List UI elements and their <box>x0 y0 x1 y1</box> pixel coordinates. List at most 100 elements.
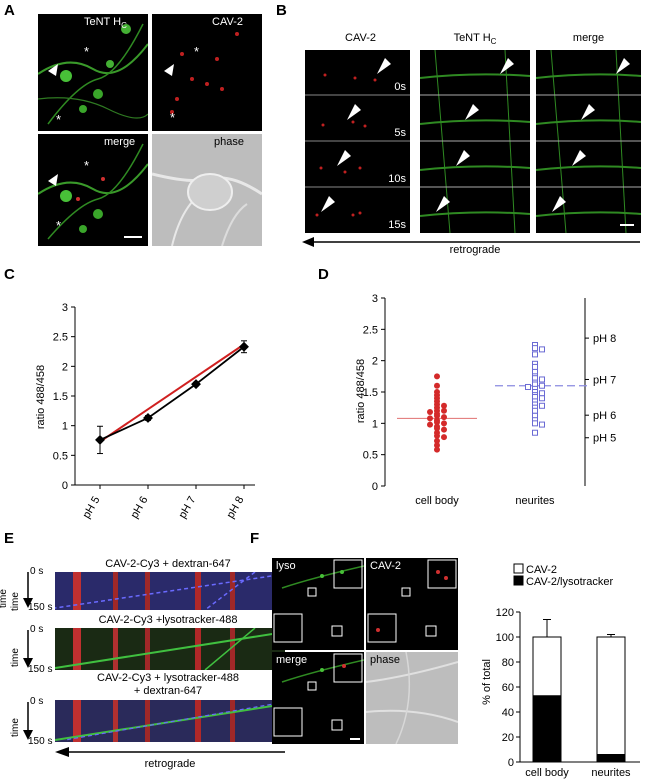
panelA-merge-image: * * merge <box>38 134 148 246</box>
panelD-point-neurites <box>532 345 538 352</box>
panelE-kymo-2 <box>55 628 285 670</box>
panelD-point-neurites <box>539 402 545 409</box>
panelC-xtick-label: pH 5 <box>81 495 103 521</box>
panelC-xtick-label: pH 6 <box>129 495 151 521</box>
panelF-phase-label: phase <box>370 654 400 666</box>
panelF-ytick-label: 120 <box>496 607 514 619</box>
panelE-retrograde-label: retrograde <box>144 758 196 770</box>
tenthc-timelapse <box>420 50 530 233</box>
panelD-point-neurites <box>539 346 545 353</box>
panelB-time-0: 0s <box>394 81 406 93</box>
panelA-tenthc-image: * * TeNT HC <box>38 14 148 131</box>
panelD-right-tick-label: pH 7 <box>593 374 616 386</box>
panelD-point-neurites <box>539 421 545 428</box>
panelD-point-cellbody <box>441 434 447 441</box>
panelC-point <box>143 413 153 423</box>
panelE-time-label-3: time <box>9 648 21 667</box>
panelC-ytick-label: 1.5 <box>53 391 68 403</box>
panelD-point-cellbody <box>441 414 447 421</box>
panelD-point-cellbody <box>441 402 447 409</box>
panelD-point-cellbody <box>427 409 433 416</box>
panelE-t1-1: 150 s <box>28 602 53 613</box>
panelF-bar-cav2 <box>596 636 626 755</box>
panelA-phase-image: phase <box>152 134 262 246</box>
phase-f-texture <box>366 652 458 744</box>
panelE-time-label-2: time <box>9 592 21 611</box>
green-neurite-texture: ** <box>38 23 148 127</box>
svg-text:*: * <box>170 110 175 125</box>
panelE-t0-3: 0 s <box>30 696 44 707</box>
merge-texture: ** <box>38 143 148 240</box>
panelD-ytick-label: 2 <box>372 356 378 368</box>
panel-label-a: A <box>4 2 15 19</box>
kymo-1-texture <box>55 572 285 610</box>
panelD-ytick-label: 2.5 <box>363 324 378 336</box>
panelB-tenthc-column <box>420 50 530 233</box>
panelD-right-tick-label: pH 8 <box>593 333 616 345</box>
panelC-point <box>239 341 249 352</box>
panelE-kymo-1 <box>55 572 285 610</box>
panelC-ytick-label: 2.5 <box>53 332 68 344</box>
panelF-ytick-label: 20 <box>502 732 514 744</box>
panelE-title-2: CAV-2-Cy3 +lysotracker-488 <box>98 614 238 626</box>
panelC-fit-line <box>99 343 245 443</box>
panelD-point-neurites <box>539 382 545 389</box>
cav2-f-texture <box>367 559 457 643</box>
lyso-texture <box>273 559 364 643</box>
panelD-point-cellbody <box>427 421 433 428</box>
panelF-legend-swatch <box>513 563 524 574</box>
panelD-point-neurites <box>532 429 538 436</box>
merge-f-texture <box>273 653 364 740</box>
svg-text:*: * <box>56 218 61 233</box>
panelD-point-neurites <box>532 407 538 414</box>
panelB-col-header-cav2: CAV-2 <box>345 32 376 44</box>
panelD-ytick-label: 0.5 <box>363 450 378 462</box>
panelF-category-label: cell body <box>525 767 569 779</box>
panelD-ytick-label: 3 <box>372 293 378 305</box>
panelD-point-neurites <box>525 383 531 390</box>
svg-text:*: * <box>56 112 61 127</box>
panelD-point-neurites <box>532 420 538 427</box>
panelD-point-neurites <box>532 363 538 370</box>
panelD-point-cellbody <box>441 426 447 433</box>
panelE-retrograde-arrow <box>55 747 285 757</box>
panelC-chart: ratio 488/458 0 0.5 1 1.5 2 2.5 3 pH 5 pH 6 pH 7 p… <box>35 302 255 521</box>
panelB-time-1: 5s <box>394 127 406 139</box>
panelD-point-cellbody <box>441 407 447 414</box>
panel-label-f: F <box>250 530 260 547</box>
panel-label-d: D <box>318 266 329 283</box>
panelE-t0-1: 0 s <box>30 566 44 577</box>
panelF-lyso-label: lyso <box>276 560 296 572</box>
panelF-cav2-image: CAV-2 <box>366 558 458 650</box>
panelC-ytick-label: 3 <box>62 302 68 314</box>
panelD-point-cellbody <box>434 412 440 419</box>
panelE-time-arrows <box>23 572 33 740</box>
panelF-category-label: neurites <box>591 767 631 779</box>
panelD-point-cellbody <box>434 437 440 444</box>
panelC-point <box>95 434 105 445</box>
panelF-ytick-label: 0 <box>508 757 514 769</box>
panelD-ytick-label: 1.5 <box>363 387 378 399</box>
panelF-ytick-label: 40 <box>502 707 514 719</box>
panel-label-b: B <box>276 2 287 19</box>
panelC-series-line <box>99 346 245 441</box>
panelF-merge-image: merge <box>272 652 364 744</box>
panelF-phase-image: phase <box>366 652 458 744</box>
panelF-bar-colocalized <box>596 754 626 763</box>
panelD-point-cellbody <box>434 446 440 453</box>
panel-label-c: C <box>4 266 15 283</box>
panelA-cav2-image: * * CAV-2 <box>152 14 262 131</box>
kymo-2-texture <box>55 628 285 670</box>
panelF-bar-colocalized <box>532 695 562 763</box>
panelB-time-2: 10s <box>388 173 406 185</box>
panelD-point-neurites <box>539 395 545 402</box>
panelF-merge-label: merge <box>276 654 308 666</box>
panelF-lyso-image: lyso <box>272 558 364 650</box>
panelE-title-3: CAV-2-Cy3 + lysotracker-488 + dextran-647 <box>97 672 239 697</box>
panelD-point-neurites <box>539 376 545 383</box>
panelB-retrograde-arrow <box>302 237 640 247</box>
panelC-ytick-label: 0 <box>62 480 68 492</box>
panelF-ytick-label: 60 <box>502 682 514 694</box>
panelC-ytick-label: 1 <box>62 421 68 433</box>
panelC-xtick-label: pH 8 <box>225 495 247 521</box>
